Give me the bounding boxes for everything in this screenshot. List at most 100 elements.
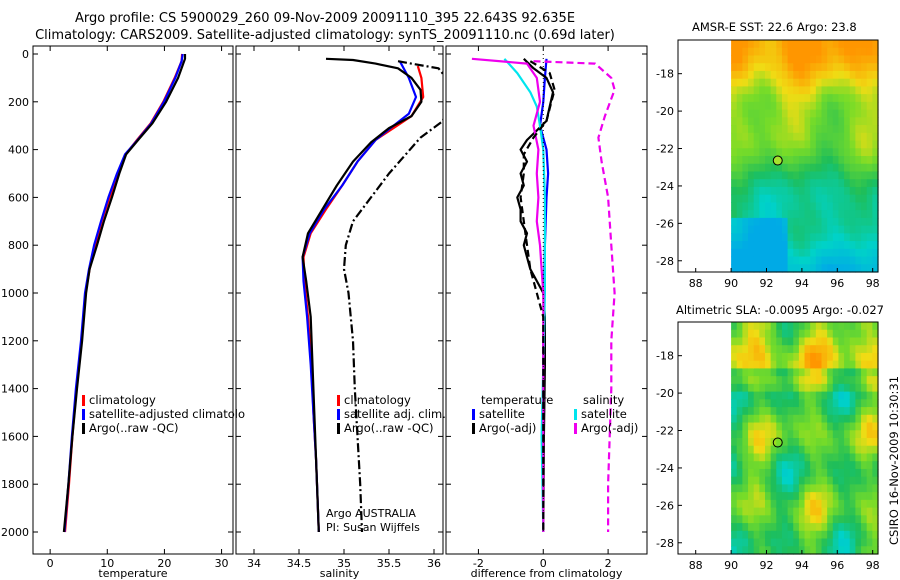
map-cell — [731, 352, 738, 362]
map-cell — [742, 55, 749, 64]
map-cell — [821, 507, 828, 516]
map-cell — [844, 264, 851, 273]
map-cell — [770, 484, 777, 493]
map-cell — [781, 492, 789, 501]
map-cell — [787, 499, 794, 509]
map-cell — [759, 368, 766, 377]
map-cell — [759, 337, 766, 346]
map-cell — [821, 264, 828, 273]
map-cell — [798, 383, 806, 393]
map-cell — [742, 422, 749, 431]
map-cell — [849, 148, 856, 157]
map-cell — [866, 109, 873, 118]
map-cell — [776, 202, 783, 211]
map-cell — [804, 63, 811, 72]
map-cell — [798, 148, 806, 157]
map-cell — [844, 391, 851, 400]
map-cell — [787, 360, 794, 369]
map-cell — [731, 445, 738, 455]
map-cell — [787, 101, 794, 111]
map-cell — [810, 132, 817, 142]
map-cell — [742, 414, 749, 424]
map-cell — [736, 210, 743, 219]
map-cell — [866, 430, 873, 439]
map-cell — [821, 241, 828, 250]
map-cell — [781, 86, 789, 95]
map-cell — [759, 438, 766, 447]
map-cell — [781, 40, 789, 49]
map-cell — [872, 352, 879, 362]
map-cell — [861, 125, 868, 134]
map-cell — [866, 156, 873, 165]
map-cell — [770, 368, 777, 377]
map-cell — [770, 407, 777, 416]
map-cell — [849, 530, 856, 540]
map-cell — [804, 530, 811, 540]
map-cell — [844, 109, 851, 118]
map-cell — [798, 248, 806, 258]
map-cell — [753, 94, 760, 103]
map-cell — [748, 430, 755, 439]
map-cell — [838, 78, 845, 87]
map-cell — [804, 422, 811, 431]
map-cell — [765, 264, 772, 273]
map-cell — [866, 376, 873, 385]
map-cell — [742, 368, 749, 377]
map-cell — [753, 78, 760, 87]
map-cell — [753, 530, 760, 540]
map-cell — [872, 194, 879, 203]
map-cell — [832, 399, 840, 408]
map-cell — [855, 171, 862, 180]
map-cell — [866, 140, 873, 149]
map-cell — [872, 461, 879, 470]
map-cell — [787, 368, 794, 377]
map-cell — [827, 345, 834, 354]
map-cell — [832, 376, 840, 385]
map-cell — [731, 248, 738, 258]
map-cell — [770, 264, 777, 273]
map-cell — [736, 422, 743, 431]
map-cell — [844, 78, 851, 87]
map-cell — [832, 233, 840, 242]
map-cell — [753, 70, 760, 80]
map-cell — [731, 538, 738, 547]
map-cell — [866, 383, 873, 393]
map-cell — [753, 125, 760, 134]
map-cell — [844, 256, 851, 265]
map-cell — [855, 414, 862, 424]
y-tick-label: -18 — [656, 68, 674, 81]
map-cell — [827, 163, 834, 173]
map-cell — [838, 337, 845, 346]
map-cell — [866, 163, 873, 173]
map-cell — [781, 499, 789, 509]
map-cell — [781, 468, 789, 478]
sst-map-border — [677, 39, 879, 273]
x-tick-label: 34 — [247, 557, 261, 570]
map-cell — [731, 329, 738, 339]
map-cell — [861, 414, 868, 424]
map-cell — [855, 140, 862, 149]
map-cell — [804, 352, 811, 362]
map-cell — [787, 546, 794, 555]
map-cell — [849, 492, 856, 501]
map-cell — [872, 179, 879, 188]
map-cell — [844, 322, 851, 331]
map-cell — [827, 329, 834, 339]
map-cell — [838, 225, 845, 234]
map-cell — [849, 163, 856, 173]
map-cell — [787, 352, 794, 362]
map-cell — [872, 248, 879, 258]
map-cell — [765, 78, 772, 87]
map-cell — [765, 468, 772, 478]
map-cell — [765, 125, 772, 134]
map-cell — [781, 148, 789, 157]
map-cell — [765, 322, 772, 331]
map-cell — [759, 507, 766, 516]
map-cell — [855, 202, 862, 211]
map-cell — [759, 383, 766, 393]
map-cell — [781, 256, 789, 265]
map-cell — [838, 422, 845, 431]
map-cell — [753, 453, 760, 462]
map-cell — [810, 186, 817, 196]
map-cell — [759, 546, 766, 555]
